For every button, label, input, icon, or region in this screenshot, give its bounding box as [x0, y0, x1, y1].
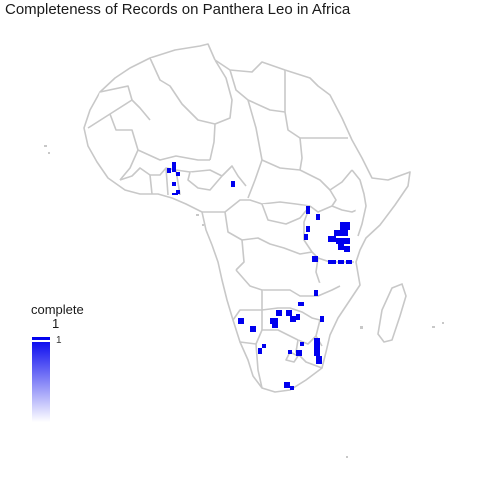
- record-cell: [336, 238, 344, 244]
- island-dot: [432, 326, 435, 328]
- island-dot: [196, 214, 199, 216]
- record-cell: [300, 342, 304, 346]
- island-dot: [442, 322, 444, 324]
- legend-tick-label: 1: [56, 335, 62, 346]
- madagascar-outline: [377, 282, 407, 343]
- record-cell: [316, 356, 322, 364]
- legend-title: complete: [31, 302, 84, 317]
- record-cell: [262, 344, 266, 348]
- record-cell: [172, 182, 176, 186]
- record-cell: [258, 348, 262, 354]
- island-dot: [44, 145, 47, 147]
- legend-subtitle: 1: [52, 316, 60, 331]
- record-cell: [172, 193, 178, 195]
- record-cell: [167, 168, 171, 173]
- record-cell: [286, 310, 292, 316]
- record-cell: [342, 230, 348, 236]
- legend-color-bar: [32, 337, 50, 422]
- record-cell: [340, 222, 350, 230]
- record-cell: [176, 190, 180, 194]
- record-cell: [338, 260, 344, 264]
- record-cell: [314, 290, 318, 296]
- record-cell: [296, 314, 300, 320]
- record-cell: [320, 316, 324, 322]
- record-cell: [290, 386, 294, 390]
- legend: complete 1 1: [31, 302, 101, 422]
- record-cell: [312, 256, 318, 262]
- record-cell: [306, 226, 310, 232]
- record-cell: [172, 162, 176, 172]
- record-cell: [272, 324, 278, 328]
- record-cell: [314, 338, 320, 346]
- island-dot: [48, 152, 50, 154]
- island-dot: [202, 224, 204, 226]
- record-cell: [296, 350, 302, 356]
- record-cell: [328, 236, 336, 242]
- island-dot: [360, 326, 363, 329]
- record-cell: [346, 260, 352, 264]
- record-cell: [231, 181, 235, 187]
- record-cell: [176, 172, 180, 176]
- map-title: Completeness of Records on Panthera Leo …: [5, 1, 351, 18]
- country-borders: [83, 43, 411, 393]
- record-cell: [334, 230, 342, 236]
- record-cell: [338, 244, 344, 250]
- record-cell: [276, 310, 282, 316]
- legend-tick-mark: [32, 340, 50, 342]
- record-cell: [314, 346, 320, 356]
- record-cell: [270, 318, 278, 324]
- record-cell: [290, 316, 296, 322]
- record-cell: [238, 318, 244, 324]
- record-cell: [344, 238, 350, 244]
- record-cell: [328, 260, 336, 264]
- record-cell: [304, 234, 308, 240]
- record-cell: [288, 350, 292, 354]
- record-cell: [316, 214, 320, 220]
- record-cell: [344, 246, 350, 252]
- record-cell: [306, 206, 310, 214]
- record-cell: [298, 302, 304, 306]
- record-cell: [284, 382, 290, 388]
- island-dot: [346, 456, 348, 458]
- record-cell: [250, 326, 256, 332]
- record-cells: [167, 162, 352, 390]
